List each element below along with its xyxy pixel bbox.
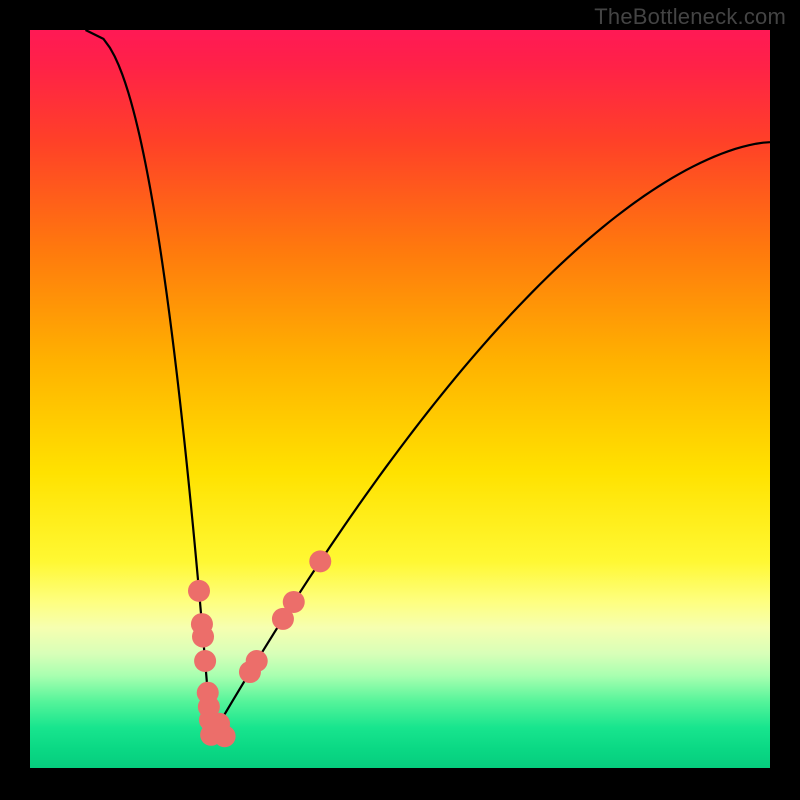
data-marker [246, 650, 268, 672]
data-marker [283, 591, 305, 613]
data-marker [188, 580, 210, 602]
chart-container: TheBottleneck.com [0, 0, 800, 800]
data-marker [208, 713, 230, 735]
watermark-text: TheBottleneck.com [594, 4, 786, 30]
data-marker [194, 650, 216, 672]
data-marker [192, 626, 214, 648]
data-marker [309, 550, 331, 572]
chart-svg [0, 0, 800, 800]
